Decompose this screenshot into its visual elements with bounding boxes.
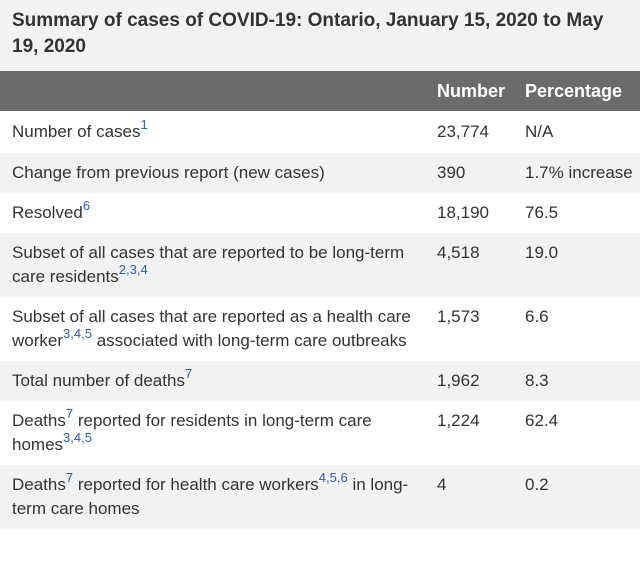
row-label-text: Resolved xyxy=(12,203,83,222)
row-label: Total number of deaths7 xyxy=(0,361,425,401)
row-label-text: Change from previous report (new cases) xyxy=(12,163,325,182)
row-number: 4,518 xyxy=(425,233,519,297)
footnote-refs: 4,5,6 xyxy=(318,470,348,486)
row-number: 23,774 xyxy=(437,122,489,141)
table-row: Number of cases1 23,774 N/A xyxy=(0,111,640,153)
footnote-link[interactable]: 5 xyxy=(84,326,92,342)
row-label: Subset of all cases that are reported as… xyxy=(0,297,425,361)
header-number: Number xyxy=(425,71,519,111)
row-percentage: 19.0 xyxy=(519,233,640,297)
row-label-text: reported for health care workers xyxy=(73,475,319,494)
footnote-refs: 6 xyxy=(83,198,90,213)
row-label-text: Total number of deaths xyxy=(12,371,185,390)
row-number: 1,573 xyxy=(437,307,480,326)
row-label: Subset of all cases that are reported to… xyxy=(0,233,425,297)
table-row: Subset of all cases that are reported to… xyxy=(0,233,640,297)
row-label: Number of cases1 xyxy=(0,111,425,153)
table-header-row: Number Percentage xyxy=(0,71,640,111)
footnote-link[interactable]: 5 xyxy=(329,470,337,486)
footnote-link[interactable]: 3 xyxy=(63,326,71,342)
footnote-refs: 3,4,5 xyxy=(63,326,92,342)
table-row: Subset of all cases that are reported as… xyxy=(0,297,640,361)
footnote-link[interactable]: 7 xyxy=(184,366,193,382)
row-percentage: N/A xyxy=(525,122,554,141)
row-number: 390 xyxy=(425,153,519,193)
row-label-text: Number of cases xyxy=(12,122,141,141)
footnote-refs: 3,4,5 xyxy=(63,430,92,446)
row-label-text: Subset of all cases that are reported to… xyxy=(12,243,405,286)
footnote-link[interactable]: 6 xyxy=(340,470,348,486)
table-row: Resolved6 18,190 76.5 xyxy=(0,193,640,233)
footnote-link[interactable]: 7 xyxy=(65,470,74,486)
row-number: 1,962 xyxy=(425,361,519,401)
row-label: Deaths7 reported for residents in long-t… xyxy=(0,401,425,465)
footnote-refs: 2,3,4 xyxy=(118,262,148,278)
row-label: Deaths7 reported for health care workers… xyxy=(0,465,425,529)
footnote-refs: 7 xyxy=(66,470,73,485)
footnote-link[interactable]: 4 xyxy=(140,262,148,278)
footnote-link[interactable]: 4 xyxy=(73,430,82,446)
row-label: Resolved6 xyxy=(0,193,425,233)
table-row: Total number of deaths7 1,962 8.3 xyxy=(0,361,640,401)
footnote-link[interactable]: 6 xyxy=(82,198,91,214)
row-percentage: 0.2 xyxy=(519,465,640,529)
footnote-link[interactable]: 2 xyxy=(118,262,127,278)
footnote-refs: 7 xyxy=(185,366,192,381)
table-row: Deaths7 reported for residents in long-t… xyxy=(0,401,640,465)
table-row: Deaths7 reported for health care workers… xyxy=(0,465,640,529)
row-number: 4 xyxy=(425,465,519,529)
row-label-text: reported for residents in long-term care… xyxy=(12,411,372,454)
row-percentage: 8.3 xyxy=(519,361,640,401)
row-percentage: 6.6 xyxy=(525,307,549,326)
footnote-link[interactable]: 4 xyxy=(318,470,327,486)
footnote-refs: 1 xyxy=(141,117,148,132)
footnote-link[interactable]: 7 xyxy=(65,406,74,422)
table-row: Change from previous report (new cases) … xyxy=(0,153,640,193)
footnote-link[interactable]: 3 xyxy=(129,262,137,278)
row-number: 1,224 xyxy=(437,411,480,430)
row-percentage: 76.5 xyxy=(525,203,559,222)
row-percentage: 62.4 xyxy=(525,411,559,430)
row-percentage: 1.7% increase xyxy=(519,153,640,193)
footnote-link[interactable]: 1 xyxy=(140,117,148,133)
header-percentage: Percentage xyxy=(519,71,640,111)
row-label-text: associated with long-term care outbreaks xyxy=(91,331,407,350)
row-label-text: Deaths xyxy=(12,411,66,430)
footnote-link[interactable]: 5 xyxy=(84,430,92,446)
covid-summary-table: Number Percentage Number of cases1 23,77… xyxy=(0,71,640,529)
row-number: 18,190 xyxy=(437,203,489,222)
footnote-link[interactable]: 3 xyxy=(63,430,71,446)
header-label xyxy=(0,71,425,111)
table-caption: Summary of cases of COVID-19: Ontario, J… xyxy=(0,0,640,71)
row-label: Change from previous report (new cases) xyxy=(0,153,425,193)
footnote-link[interactable]: 4 xyxy=(73,326,82,342)
footnote-refs: 7 xyxy=(66,406,73,421)
row-label-text: Subset of all cases that are reported as… xyxy=(12,307,411,350)
row-label-text: in long-term care homes xyxy=(12,475,409,518)
row-label-text: Deaths xyxy=(12,475,66,494)
